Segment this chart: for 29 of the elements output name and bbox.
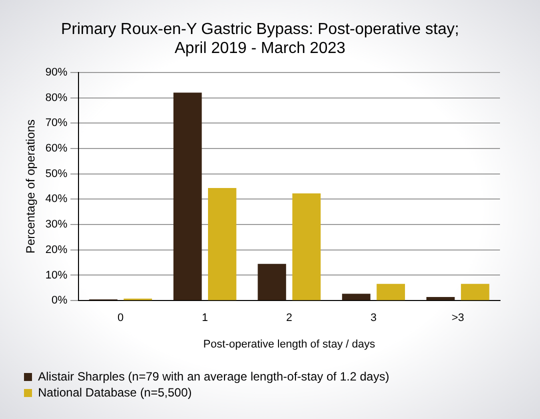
- y-tick-label: 50%: [45, 168, 68, 180]
- x-tick-label: 0: [118, 312, 124, 324]
- bar: [208, 188, 236, 300]
- y-tick-label: 80%: [45, 92, 68, 104]
- x-tick-label: 3: [370, 312, 377, 324]
- legend-label: National Database (n=5,500): [38, 385, 192, 400]
- x-axis-title: Post-operative length of stay / days: [203, 338, 376, 350]
- y-tick-label: 90%: [45, 66, 68, 78]
- bar: [173, 92, 202, 300]
- y-tick-label: 20%: [45, 244, 68, 256]
- y-tick-label: 0%: [52, 294, 68, 307]
- bar: [292, 193, 321, 300]
- text: Primary Roux-en-Y Gastric Bypass: Post-operative stay;: [60, 21, 460, 38]
- y-tick-label: 70%: [45, 117, 68, 130]
- bar: [426, 297, 455, 300]
- y-tick-label: 60%: [45, 142, 68, 154]
- x-tick-label: 2: [286, 312, 292, 324]
- x-tick-label: >3: [452, 312, 464, 324]
- bar: [342, 294, 370, 300]
- legend-label: Alistair Sharples (n=79 with an average length-of-stay of 1.2 days): [38, 369, 390, 384]
- bar: [460, 284, 490, 300]
- x-tick-label: 1: [202, 312, 208, 324]
- bar: [258, 264, 286, 300]
- y-tick-label: 30%: [45, 218, 68, 231]
- y-axis-title: Percentage of operations: [24, 119, 38, 254]
- text: April 2019 - March 2023: [174, 40, 346, 58]
- y-tick-label: 10%: [45, 269, 68, 282]
- y-tick-label: 40%: [45, 193, 68, 206]
- bar: [376, 284, 405, 300]
